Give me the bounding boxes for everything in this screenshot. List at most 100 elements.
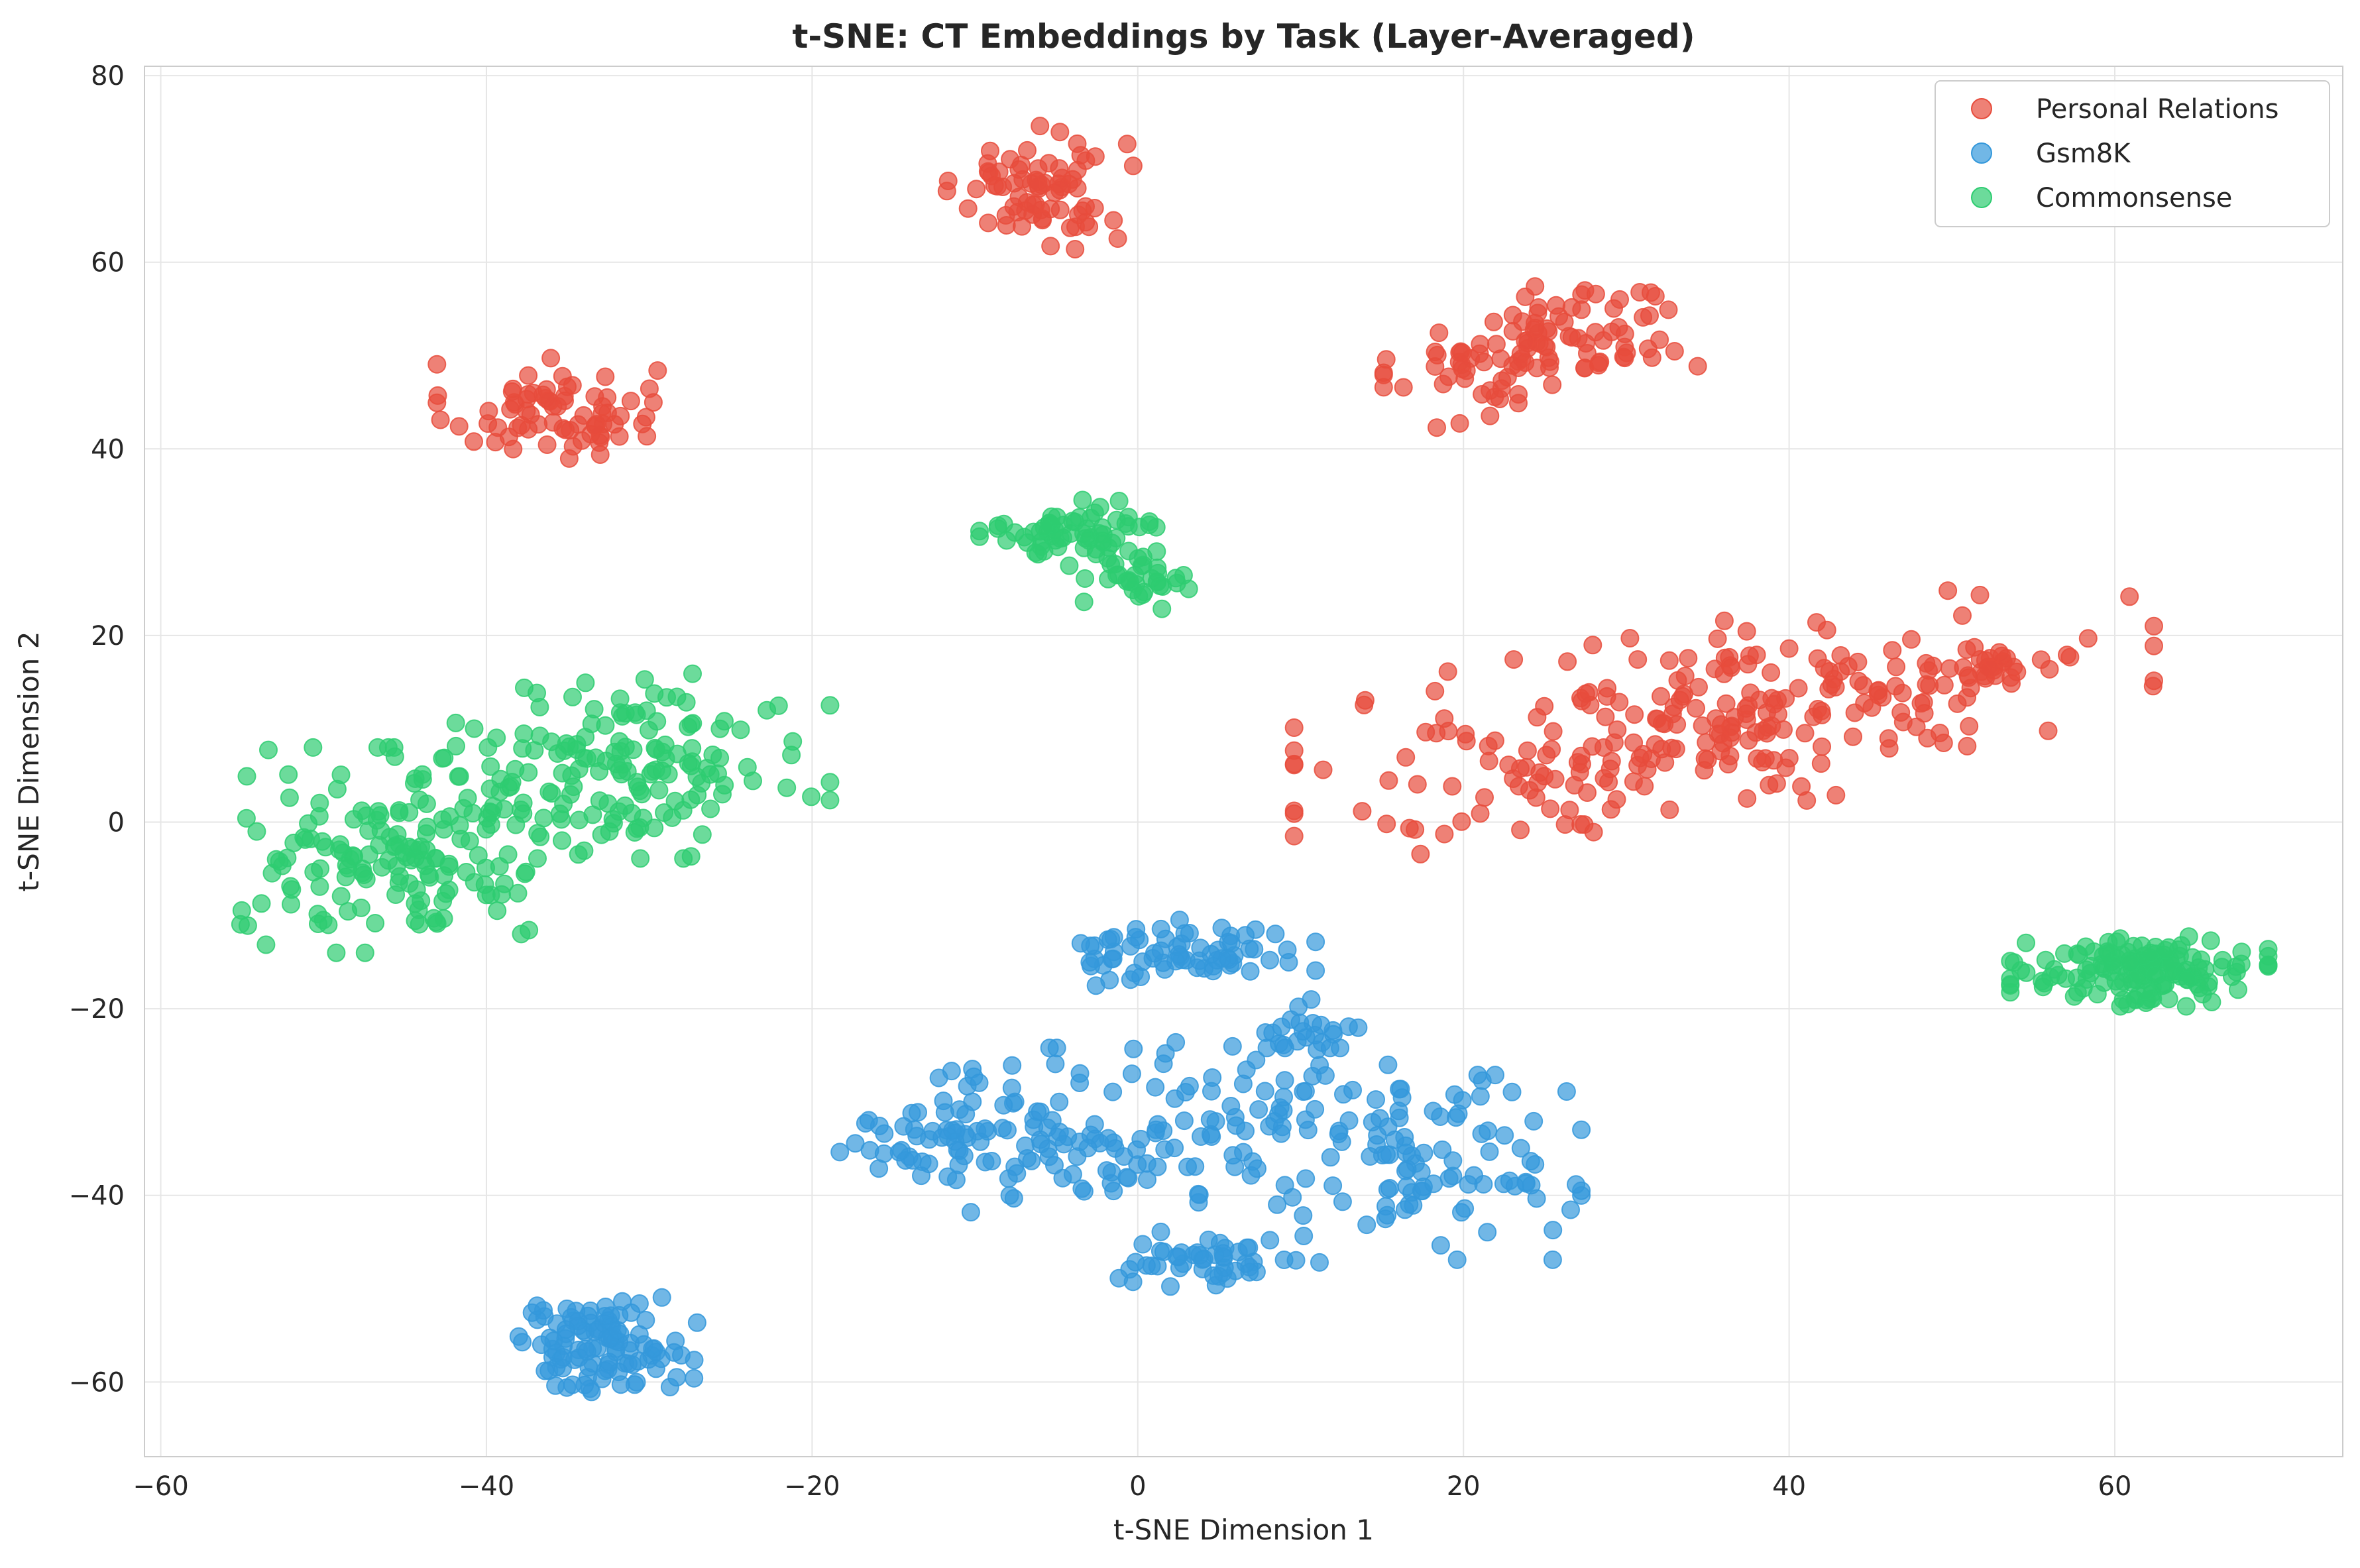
data-point [1650, 330, 1669, 349]
series-commonsense [231, 490, 2278, 1016]
data-point [1797, 791, 1817, 810]
data-point [1031, 1135, 1050, 1154]
data-point [1808, 649, 1827, 668]
data-point [2094, 946, 2113, 966]
data-point [1542, 740, 1561, 759]
data-point [1583, 636, 1602, 655]
data-point [1666, 740, 1685, 759]
data-point [994, 514, 1013, 533]
data-point [1380, 1179, 1399, 1198]
data-point [1314, 760, 1333, 779]
data-point [1108, 229, 1127, 248]
data-point [539, 391, 558, 410]
data-point [1085, 1115, 1104, 1134]
data-point [1594, 331, 1613, 350]
data-point [1275, 1038, 1294, 1058]
data-point [982, 1152, 1001, 1170]
data-point [979, 213, 998, 233]
tick-labels: −60 −40 −20 0 20 40 60 −60 −40 −20 0 20 40 60 80 [69, 61, 2132, 1502]
data-point [1175, 924, 1194, 943]
data-point [439, 857, 459, 876]
data-point [433, 810, 452, 829]
data-point [487, 728, 506, 748]
data-point [1524, 1111, 1544, 1131]
data-point [1166, 952, 1185, 971]
data-point [590, 445, 610, 464]
data-point [1022, 174, 1041, 193]
data-point [1445, 1085, 1464, 1104]
data-point [701, 799, 720, 818]
x-tick-label: 40 [1772, 1471, 1806, 1502]
data-point [1127, 920, 1146, 939]
data-point [820, 696, 840, 715]
data-point [935, 1103, 954, 1122]
data-point [938, 1167, 958, 1186]
data-point [2001, 969, 2020, 988]
data-point [1374, 365, 1393, 384]
data-point [970, 1073, 989, 1092]
data-point [1961, 679, 1980, 698]
data-point [1133, 1235, 1152, 1254]
data-point [409, 900, 428, 919]
series-personal-relations [427, 117, 2163, 864]
data-point [970, 527, 989, 546]
data-point [1191, 938, 1210, 958]
data-point [644, 1339, 663, 1358]
data-point [2036, 950, 2055, 970]
data-point [1620, 629, 1640, 647]
y-tick-label: 60 [91, 248, 125, 278]
data-point [1504, 769, 1523, 788]
data-point [1970, 585, 1990, 604]
data-point [2145, 636, 2163, 655]
data-point [1237, 1238, 1257, 1257]
data-point [1321, 1148, 1340, 1167]
data-point [1953, 606, 1972, 625]
data-point [1272, 1124, 1291, 1143]
data-point [1769, 704, 1787, 724]
data-point [1817, 620, 1836, 640]
data-point [870, 1117, 889, 1135]
data-point [1640, 306, 1659, 325]
data-point [685, 1351, 704, 1370]
data-point [1869, 685, 1888, 704]
data-point [1255, 1082, 1274, 1101]
data-point [1528, 304, 1547, 323]
data-point [552, 810, 571, 829]
data-point [596, 367, 615, 386]
data-point [513, 1333, 532, 1352]
data-point [1431, 1236, 1450, 1255]
data-point [1166, 1033, 1186, 1052]
data-point [1266, 924, 1285, 944]
data-point [1541, 799, 1560, 818]
data-point [1199, 1230, 1218, 1249]
data-point [369, 802, 388, 821]
data-point [1203, 1068, 1222, 1087]
data-point [608, 1321, 627, 1340]
data-point [1180, 1076, 1199, 1095]
data-point [1060, 556, 1079, 575]
data-point [488, 901, 507, 921]
data-point [1667, 715, 1687, 734]
data-point [1286, 1251, 1306, 1270]
data-point [621, 392, 640, 411]
data-point [402, 850, 421, 869]
data-point [262, 864, 282, 883]
data-point [1478, 1223, 1497, 1242]
data-point [280, 788, 299, 807]
data-point [613, 1292, 632, 1311]
legend-marker [1971, 98, 1992, 119]
data-point [1081, 508, 1100, 528]
data-point [1385, 1130, 1404, 1149]
data-point [1035, 518, 1054, 537]
plot-frame [144, 66, 2343, 1457]
data-point [368, 738, 387, 757]
data-point [1146, 1078, 1165, 1097]
data-point [1058, 1127, 1078, 1147]
data-point [1887, 657, 1906, 677]
data-point [685, 1369, 704, 1388]
data-point [1521, 1152, 1540, 1171]
data-point [390, 801, 409, 820]
data-point [1543, 375, 1562, 394]
data-point [1133, 952, 1152, 972]
